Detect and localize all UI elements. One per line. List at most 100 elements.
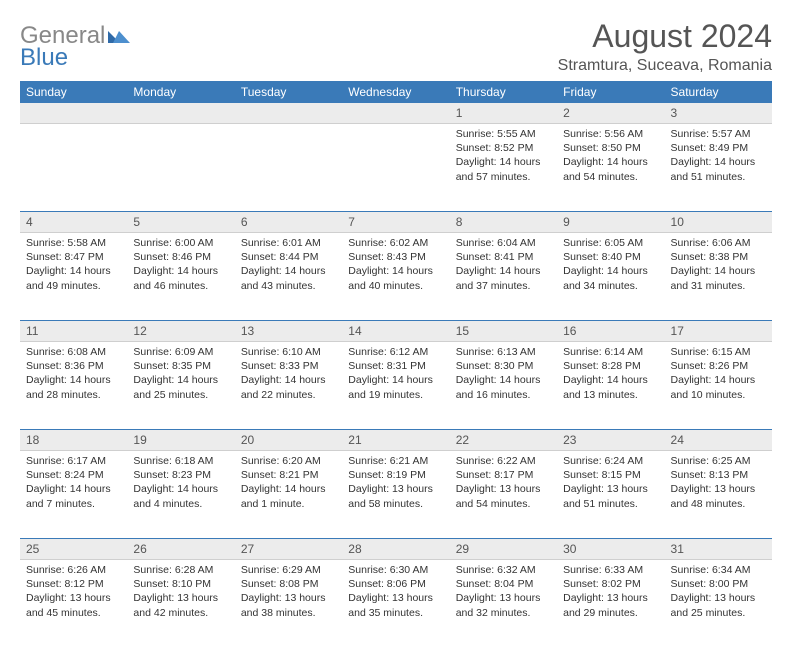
daylight-text: Daylight: 14 hours — [26, 264, 121, 278]
day-number-row: 18192021222324 — [20, 430, 772, 451]
daylight-text: Daylight: 14 hours — [563, 155, 658, 169]
sunrise-text: Sunrise: 6:34 AM — [671, 563, 766, 577]
daylight-text: Daylight: 13 hours — [563, 591, 658, 605]
day-detail-cell: Sunrise: 6:10 AMSunset: 8:33 PMDaylight:… — [235, 342, 342, 430]
day-detail-cell — [342, 124, 449, 212]
sunrise-text: Sunrise: 6:10 AM — [241, 345, 336, 359]
daylight-text: Daylight: 13 hours — [456, 591, 551, 605]
sunset-text: Sunset: 8:17 PM — [456, 468, 551, 482]
weekday-header: Saturday — [665, 81, 772, 103]
weekday-header: Wednesday — [342, 81, 449, 103]
day-number-cell: 20 — [235, 430, 342, 451]
day-detail-cell: Sunrise: 6:04 AMSunset: 8:41 PMDaylight:… — [450, 233, 557, 321]
sunset-text: Sunset: 8:31 PM — [348, 359, 443, 373]
daylight-text: and 48 minutes. — [671, 497, 766, 511]
day-number-cell: 23 — [557, 430, 664, 451]
daylight-text: Daylight: 14 hours — [671, 264, 766, 278]
day-detail-row: Sunrise: 5:55 AMSunset: 8:52 PMDaylight:… — [20, 124, 772, 212]
day-number-cell: 14 — [342, 321, 449, 342]
logo-text-blue: Blue — [20, 46, 130, 70]
day-number-cell: 1 — [450, 103, 557, 124]
sunrise-text: Sunrise: 6:25 AM — [671, 454, 766, 468]
sunrise-text: Sunrise: 6:15 AM — [671, 345, 766, 359]
day-number-cell: 30 — [557, 539, 664, 560]
daylight-text: and 25 minutes. — [671, 606, 766, 620]
daylight-text: and 45 minutes. — [26, 606, 121, 620]
day-detail-cell: Sunrise: 6:09 AMSunset: 8:35 PMDaylight:… — [127, 342, 234, 430]
day-number-cell: 18 — [20, 430, 127, 451]
daylight-text: Daylight: 13 hours — [671, 591, 766, 605]
sunrise-text: Sunrise: 6:04 AM — [456, 236, 551, 250]
daylight-text: and 32 minutes. — [456, 606, 551, 620]
sunset-text: Sunset: 8:50 PM — [563, 141, 658, 155]
daylight-text: Daylight: 14 hours — [241, 373, 336, 387]
day-detail-cell: Sunrise: 6:17 AMSunset: 8:24 PMDaylight:… — [20, 451, 127, 539]
sunrise-text: Sunrise: 6:33 AM — [563, 563, 658, 577]
day-number-cell: 26 — [127, 539, 234, 560]
day-detail-cell: Sunrise: 5:58 AMSunset: 8:47 PMDaylight:… — [20, 233, 127, 321]
sunrise-text: Sunrise: 6:02 AM — [348, 236, 443, 250]
sunset-text: Sunset: 8:43 PM — [348, 250, 443, 264]
sunrise-text: Sunrise: 6:12 AM — [348, 345, 443, 359]
day-number-cell: 9 — [557, 212, 664, 233]
sunrise-text: Sunrise: 6:20 AM — [241, 454, 336, 468]
day-number-cell: 16 — [557, 321, 664, 342]
header: GeneralBlue August 2024 Stramtura, Sucea… — [20, 18, 772, 75]
sunrise-text: Sunrise: 6:29 AM — [241, 563, 336, 577]
sunrise-text: Sunrise: 6:01 AM — [241, 236, 336, 250]
daylight-text: Daylight: 14 hours — [671, 373, 766, 387]
daylight-text: Daylight: 13 hours — [348, 591, 443, 605]
daylight-text: Daylight: 14 hours — [348, 373, 443, 387]
sunrise-text: Sunrise: 6:06 AM — [671, 236, 766, 250]
weekday-header: Friday — [557, 81, 664, 103]
daylight-text: and 35 minutes. — [348, 606, 443, 620]
day-detail-cell: Sunrise: 5:56 AMSunset: 8:50 PMDaylight:… — [557, 124, 664, 212]
daylight-text: and 7 minutes. — [26, 497, 121, 511]
daylight-text: Daylight: 14 hours — [671, 155, 766, 169]
sunrise-text: Sunrise: 6:22 AM — [456, 454, 551, 468]
daylight-text: and 57 minutes. — [456, 170, 551, 184]
sunset-text: Sunset: 8:23 PM — [133, 468, 228, 482]
day-detail-cell: Sunrise: 6:08 AMSunset: 8:36 PMDaylight:… — [20, 342, 127, 430]
daylight-text: and 49 minutes. — [26, 279, 121, 293]
daylight-text: and 28 minutes. — [26, 388, 121, 402]
sunrise-text: Sunrise: 6:05 AM — [563, 236, 658, 250]
sunrise-text: Sunrise: 5:58 AM — [26, 236, 121, 250]
day-detail-cell: Sunrise: 6:15 AMSunset: 8:26 PMDaylight:… — [665, 342, 772, 430]
day-detail-row: Sunrise: 6:26 AMSunset: 8:12 PMDaylight:… — [20, 560, 772, 648]
daylight-text: and 34 minutes. — [563, 279, 658, 293]
sunset-text: Sunset: 8:15 PM — [563, 468, 658, 482]
calendar-table: Sunday Monday Tuesday Wednesday Thursday… — [20, 81, 772, 648]
day-number-cell: 27 — [235, 539, 342, 560]
day-number-cell: 11 — [20, 321, 127, 342]
sunset-text: Sunset: 8:00 PM — [671, 577, 766, 591]
daylight-text: Daylight: 13 hours — [456, 482, 551, 496]
weekday-header: Sunday — [20, 81, 127, 103]
daylight-text: and 43 minutes. — [241, 279, 336, 293]
sunrise-text: Sunrise: 5:56 AM — [563, 127, 658, 141]
weekday-header: Tuesday — [235, 81, 342, 103]
day-detail-cell: Sunrise: 6:06 AMSunset: 8:38 PMDaylight:… — [665, 233, 772, 321]
day-detail-cell: Sunrise: 5:55 AMSunset: 8:52 PMDaylight:… — [450, 124, 557, 212]
daylight-text: and 46 minutes. — [133, 279, 228, 293]
day-number-cell: 10 — [665, 212, 772, 233]
day-detail-cell — [235, 124, 342, 212]
day-detail-cell: Sunrise: 6:22 AMSunset: 8:17 PMDaylight:… — [450, 451, 557, 539]
day-detail-cell: Sunrise: 6:32 AMSunset: 8:04 PMDaylight:… — [450, 560, 557, 648]
day-number-cell: 13 — [235, 321, 342, 342]
sunset-text: Sunset: 8:13 PM — [671, 468, 766, 482]
daylight-text: Daylight: 14 hours — [563, 373, 658, 387]
daylight-text: and 1 minute. — [241, 497, 336, 511]
daylight-text: and 22 minutes. — [241, 388, 336, 402]
daylight-text: and 54 minutes. — [456, 497, 551, 511]
daylight-text: Daylight: 14 hours — [241, 264, 336, 278]
daylight-text: Daylight: 14 hours — [26, 482, 121, 496]
sunset-text: Sunset: 8:12 PM — [26, 577, 121, 591]
logo: GeneralBlue — [20, 18, 130, 70]
sunset-text: Sunset: 8:06 PM — [348, 577, 443, 591]
day-number-cell: 31 — [665, 539, 772, 560]
day-detail-cell: Sunrise: 6:02 AMSunset: 8:43 PMDaylight:… — [342, 233, 449, 321]
day-number-cell: 29 — [450, 539, 557, 560]
day-detail-cell: Sunrise: 6:33 AMSunset: 8:02 PMDaylight:… — [557, 560, 664, 648]
day-detail-cell: Sunrise: 6:28 AMSunset: 8:10 PMDaylight:… — [127, 560, 234, 648]
